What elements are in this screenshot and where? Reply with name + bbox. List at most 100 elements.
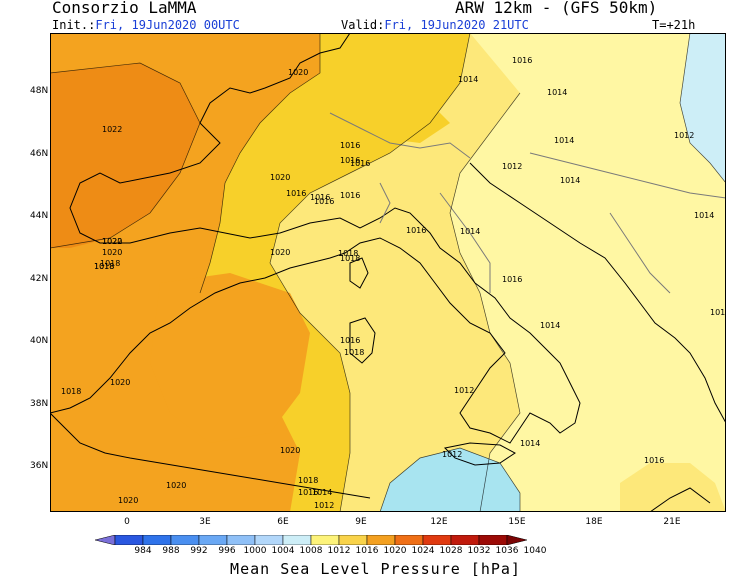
colorbar-tick-label: 984 [134, 546, 152, 556]
colorbar-swatch [170, 535, 200, 545]
isobar-label: 1014 [694, 211, 714, 220]
isobar-label: 1018 [61, 387, 81, 396]
isobar-label: 1014 [547, 88, 567, 97]
isobar-label: 1020 [166, 481, 186, 490]
isobar-label: 1018 [94, 262, 114, 271]
isobar-label: 1020 [270, 173, 290, 182]
colorbar-swatch [366, 535, 396, 545]
isobar-label: 1016 [340, 156, 360, 165]
isobar-label: 1020 [270, 248, 290, 257]
lat-label: 36N [30, 461, 49, 471]
colorbar-tick-label: 988 [162, 546, 180, 556]
isobar-label: 1012 [454, 386, 474, 395]
valid-value: Fri, 19Jun2020 21UTC [384, 18, 529, 32]
colorbar-tick-label: 1020 [383, 546, 407, 556]
colorbar-tick-label: 1016 [355, 546, 379, 556]
lon-label: 21E [663, 517, 681, 527]
isobar-label: 1014 [460, 227, 480, 236]
pressure-field-1018-alps [320, 88, 450, 143]
colorbar-tick-label: 1032 [467, 546, 491, 556]
isobar-label: 1016 [340, 141, 360, 150]
isobar-label: 1016 [340, 336, 360, 345]
isobar-label: 1022 [102, 237, 122, 246]
colorbar-tick-label: 1024 [411, 546, 435, 556]
isobar-label: 1012 [674, 131, 694, 140]
lead-time: T=+21h [652, 18, 696, 32]
colorbar-title: Mean Sea Level Pressure [hPa] [230, 560, 521, 578]
colorbar-tick-label: 1040 [523, 546, 547, 556]
colorbar-swatch [310, 535, 340, 545]
isobar-label: 1016 [310, 193, 330, 202]
colorbar-tick-label: 1012 [327, 546, 351, 556]
pressure-field-1020-iberia [150, 273, 310, 443]
isobar-label: 1018 [338, 249, 358, 258]
colorbar-tick-label: 1028 [439, 546, 463, 556]
colorbar-swatch [226, 535, 256, 545]
organization-title: Consorzio LaMMA [52, 0, 197, 17]
colorbar-swatch [198, 535, 228, 545]
colorbar-swatch [142, 535, 172, 545]
lat-label: 44N [30, 211, 49, 221]
isobar-label: 1016 [350, 159, 370, 168]
isobars [50, 33, 726, 512]
valid-time: Valid:Fri, 19Jun2020 21UTC [341, 19, 529, 31]
lat-label: 48N [30, 86, 49, 96]
map-frame [50, 33, 726, 512]
lat-label: 38N [30, 399, 49, 409]
isobar-label: 1018 [100, 259, 120, 268]
isobar-label: 1016 [644, 456, 664, 465]
lon-label: 6E [277, 517, 289, 527]
isobar-labels: 1020102210201018101610161016101410121016… [61, 56, 726, 510]
borders [329, 112, 726, 294]
coastlines [50, 33, 726, 512]
colorbar-tick-label: 1008 [299, 546, 323, 556]
model-title: ARW 12km - (GFS 50km) [455, 0, 658, 17]
isobar-label: 1018 [298, 476, 318, 485]
colorbar-swatch [394, 535, 424, 545]
pressure-map: 1020102210201018101610161016101410121016… [50, 33, 726, 512]
lon-label: 12E [430, 517, 448, 527]
isobar-label: 1016 [340, 191, 360, 200]
lon-label: 0 [124, 517, 130, 527]
colorbar-tick-label: 992 [190, 546, 208, 556]
pressure-field-1022 [50, 63, 200, 248]
isobar-label: 1014 [554, 136, 574, 145]
isobar-label: 1012 [442, 450, 462, 459]
pressure-field-1016-africa [620, 463, 726, 512]
colorbar-tick-label: 1036 [495, 546, 519, 556]
pressure-field-1014 [450, 33, 726, 512]
lat-label: 42N [30, 274, 49, 284]
isobar-label: 1018 [94, 262, 114, 271]
init-label: Init.: [52, 18, 96, 32]
isobar-label: 1016 [314, 197, 334, 206]
isobar-label: 1014 [458, 75, 478, 84]
isobar-label: 1014 [520, 439, 540, 448]
isobar-label: 1016 [512, 56, 532, 65]
lon-label: 15E [508, 517, 526, 527]
colorbar-over-arrow [506, 535, 528, 545]
isobar-label: 1016 [502, 275, 522, 284]
isobar-label: 1012 [710, 308, 726, 317]
isobar-label: 1016 [298, 488, 318, 497]
colorbar-swatch [114, 535, 144, 545]
isobar-label: 1018 [340, 254, 360, 263]
colorbar-swatch [422, 535, 452, 545]
colorbar-tick-label: 1000 [243, 546, 267, 556]
colorbar-swatch [478, 535, 508, 545]
colorbar-swatch [338, 535, 368, 545]
lon-label: 18E [585, 517, 603, 527]
isobar-label: 1014 [560, 176, 580, 185]
colorbar-swatch [450, 535, 480, 545]
isobar-label: 1014 [540, 321, 560, 330]
valid-label: Valid: [341, 18, 385, 32]
lon-label: 9E [355, 517, 367, 527]
isobar-label: 1018 [344, 348, 364, 357]
lat-label: 46N [30, 149, 49, 159]
isobar-label: 1012 [314, 501, 334, 510]
isobar-label: 1020 [280, 446, 300, 455]
colorbar-tick-label: 1004 [271, 546, 295, 556]
isobar-label: 1022 [102, 125, 122, 134]
init-value: Fri, 19Jun2020 00UTC [95, 18, 240, 32]
isobar-label: 1020 [118, 496, 138, 505]
isobar-label: 1016 [286, 189, 306, 198]
